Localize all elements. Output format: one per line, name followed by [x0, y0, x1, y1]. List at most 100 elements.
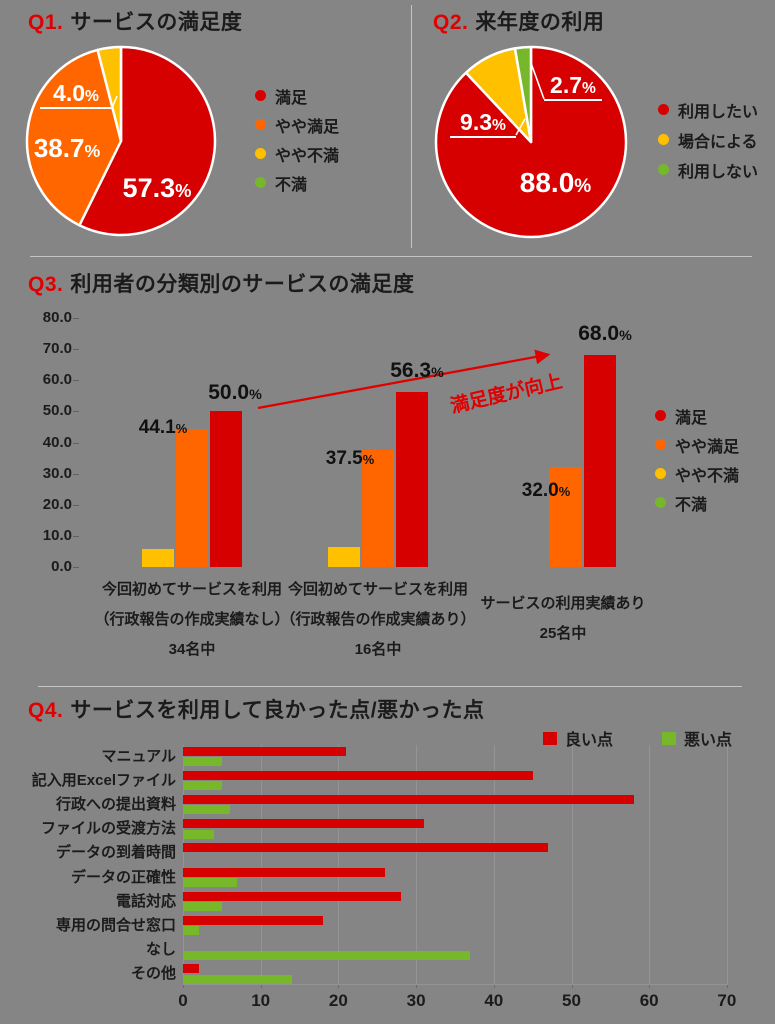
q3-y-axis-tick-mark [73, 473, 79, 475]
percent-sign: % [175, 180, 192, 201]
legend-item: 場合による [658, 131, 758, 151]
q3-y-axis-tick-mark [73, 442, 79, 444]
legend-label: 利用しない [678, 163, 759, 181]
q4-bar-bad-専用の問合せ窓口 [183, 926, 199, 936]
value-number: 38.7 [33, 133, 85, 163]
legend-dot-不満 [255, 177, 266, 188]
legend-dot-やや不満 [255, 148, 266, 159]
legend-label: 利用したい [678, 103, 759, 121]
q4-category-label: データの正確性 [70, 868, 176, 886]
q4-x-axis-tick-label: 30 [406, 991, 426, 1010]
q3-question-number: Q3. [28, 273, 64, 296]
pie-slice-満足 [78, 45, 217, 237]
q3-y-axis-tick-mark [73, 411, 79, 413]
q4-bar-bad-データの正確性 [183, 878, 238, 887]
percent-sign: % [249, 387, 262, 403]
value-number: 68.0 [578, 322, 620, 345]
good-points-legend-label: 良い点 [565, 732, 614, 749]
q4-legend: 良い点 悪い点 [543, 726, 732, 750]
q2-question-number: Q2. [433, 11, 469, 34]
q3-y-axis-tick-mark [73, 349, 79, 351]
q4-axis-tick-10 [260, 984, 262, 988]
q3-category-label-group2: 今回初めてサービスを利用 （行政報告の作成実績あり） 16名中 [266, 575, 490, 665]
q3-y-axis-tick-label: 20.0 [42, 495, 72, 513]
legend-label: やや満足 [275, 118, 340, 136]
q4-gridline-20 [338, 745, 340, 984]
q4-category-label: 電話対応 [115, 892, 176, 910]
q4-bar-good-その他 [183, 964, 199, 974]
value-number: 88.0 [519, 167, 575, 198]
percent-sign: % [362, 452, 375, 467]
bad-points-swatch [662, 731, 677, 745]
legend-dot-やや不満 [655, 468, 666, 479]
value-number: 4.0 [53, 80, 86, 106]
q4-category-label: データの到着時間 [55, 844, 176, 862]
q4-axis-tick-30 [416, 984, 418, 988]
vertical-divider [411, 5, 412, 248]
percent-sign: % [85, 88, 99, 105]
q4-title-text: サービスを利用して良かった点/悪かった点 [70, 699, 485, 722]
horizontal-divider-q3 [30, 256, 752, 257]
q3-bar-value-label: 37.5% [305, 448, 395, 470]
legend-label: やや満足 [675, 438, 740, 456]
q4-gridline-70 [726, 745, 728, 984]
q1-legend: 満足 やや満足 やや不満 不満 [255, 87, 339, 203]
value-number: 44.1 [138, 417, 176, 438]
q4-bar-bad-行政への提出資料 [183, 805, 230, 815]
percent-sign: % [431, 365, 444, 381]
q4-axis-tick-0 [183, 984, 184, 988]
value-number: 37.5 [325, 448, 363, 469]
good-points-swatch [543, 731, 557, 745]
q4-gridline-0 [183, 745, 184, 984]
q3-bar-value-label: 44.1% [118, 417, 208, 439]
legend-dot-やや満足 [255, 119, 266, 130]
legend-item: 不満 [255, 174, 339, 194]
q4-bar-good-行政への提出資料 [183, 794, 634, 804]
q1-question-number: Q1. [28, 11, 64, 34]
q3-category-line: （行政報告の作成実績あり） [280, 611, 476, 628]
percent-sign: % [492, 117, 506, 134]
q4-axis-tick-50 [571, 984, 573, 988]
q4-x-axis-tick-label: 40 [484, 991, 504, 1010]
q3-category-label-group1: 今回初めてサービスを利用 （行政報告の作成実績なし） 34名中 [80, 575, 304, 665]
value-number: 57.3 [122, 173, 176, 203]
q4-category-label: 行政への提出資料 [55, 795, 176, 813]
q4-bar-good-マニュアル [183, 746, 347, 756]
percent-sign: % [619, 328, 632, 344]
q1-title-text: サービスの満足度 [70, 11, 243, 34]
q4-bar-bad-なし [183, 950, 471, 960]
q2-title: Q2. 来年度の利用 [433, 6, 604, 36]
q1-pie-chart [25, 45, 217, 237]
q1-slice-label-manzoku: 57.3% [112, 175, 202, 202]
q3-y-axis-tick-label: 10.0 [42, 526, 72, 544]
q3-y-axis-tick-label: 30.0 [42, 464, 72, 482]
legend-label: 不満 [275, 176, 308, 194]
legend-dot-やや満足 [655, 439, 666, 450]
q4-category-label: マニュアル [101, 747, 176, 765]
q4-category-label: 専用の問合せ窓口 [55, 916, 176, 934]
q3-bar-やや不満-group2 [328, 547, 360, 567]
q3-y-axis-tick-mark [73, 504, 79, 506]
percent-sign: % [175, 421, 188, 436]
legend-dot-満足 [655, 410, 666, 421]
q3-title-text: 利用者の分類別のサービスの満足度 [70, 273, 415, 296]
q1-title: Q1. サービスの満足度 [28, 6, 242, 36]
q4-category-label: なし [145, 941, 176, 959]
legend-item: やや不満 [655, 465, 739, 485]
q4-x-axis-tick-label: 20 [328, 991, 348, 1010]
value-number: 50.0 [208, 381, 250, 404]
q2-title-text: 来年度の利用 [475, 11, 605, 34]
value-number: 9.3 [460, 109, 493, 135]
q3-bar-満足-group1 [210, 411, 242, 567]
q4-bar-bad-その他 [183, 974, 292, 984]
q3-bar-満足-group2 [396, 391, 428, 567]
q3-category-line: 34名中 [168, 641, 216, 658]
q4-bar-bad-ファイルの受渡方法 [183, 829, 215, 839]
legend-label: 場合による [678, 133, 758, 151]
q4-bar-good-ファイルの受渡方法 [183, 819, 424, 829]
q4-title: Q4. サービスを利用して良かった点/悪かった点 [28, 694, 485, 724]
q4-x-axis-line [183, 984, 728, 985]
q4-category-label: ファイルの受渡方法 [40, 820, 176, 838]
pie-slice-やや満足 [25, 48, 123, 227]
q3-bar-満足-group3 [584, 355, 616, 567]
